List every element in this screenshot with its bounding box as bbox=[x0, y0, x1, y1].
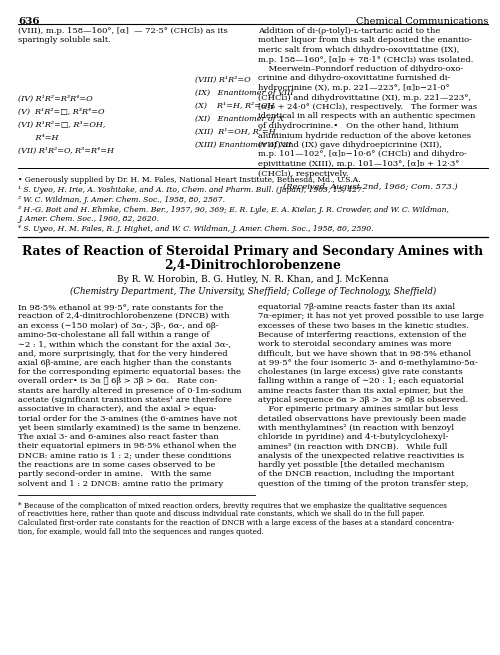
Text: tion, for example, would fall into the sequences and ranges quoted.: tion, for example, would fall into the s… bbox=[18, 527, 264, 536]
Text: of the DNCB reaction, including the important: of the DNCB reaction, including the impo… bbox=[258, 470, 454, 478]
Text: (X)    R¹=H, R²=OH: (X) R¹=H, R²=OH bbox=[195, 102, 274, 110]
Text: (XIII) Enantiomer of XII: (XIII) Enantiomer of XII bbox=[195, 141, 292, 149]
Text: detailed observations have previously been made: detailed observations have previously be… bbox=[258, 415, 466, 422]
Text: their equatorial epimers in 98·5% ethanol when the: their equatorial epimers in 98·5% ethano… bbox=[18, 443, 236, 451]
Text: J. Amer. Chem. Soc., 1960, 82, 2620.: J. Amer. Chem. Soc., 1960, 82, 2620. bbox=[18, 215, 159, 223]
Text: ¹ S. Uyeo, H. Irie, A. Yoshitake, and A. Ito, Chem. and Pharm. Bull. (Japan), 19: ¹ S. Uyeo, H. Irie, A. Yoshitake, and A.… bbox=[18, 186, 364, 194]
Text: (IX)   Enantiomer of VIII: (IX) Enantiomer of VIII bbox=[195, 89, 294, 97]
Text: (V)  R¹R²=□, R³R⁴=O: (V) R¹R²=□, R³R⁴=O bbox=[18, 108, 104, 116]
Text: and, more surprisingly, that for the very hindered: and, more surprisingly, that for the ver… bbox=[18, 350, 228, 358]
Text: stants are hardly altered in presence of 0·1m-sodium: stants are hardly altered in presence of… bbox=[18, 386, 242, 395]
Text: For epimeric primary amines similar but less: For epimeric primary amines similar but … bbox=[258, 405, 458, 413]
Text: ∼2 : 1, within which the constant for the axial 3α-,: ∼2 : 1, within which the constant for th… bbox=[18, 340, 231, 348]
Text: R⁴=H: R⁴=H bbox=[18, 134, 59, 142]
Text: at 99·5° the four isomeric 3- and 6-methylamino-5α-: at 99·5° the four isomeric 3- and 6-meth… bbox=[258, 359, 478, 367]
Text: hardly yet possible [the detailed mechanism: hardly yet possible [the detailed mechan… bbox=[258, 461, 444, 469]
Text: Because of interfering reactions, extension of the: Because of interfering reactions, extens… bbox=[258, 331, 466, 339]
Text: ³ H.-G. Boit and H. Ehmke, Chem. Ber., 1957, 90, 369; E. R. Lyle, E. A. Kielar, : ³ H.-G. Boit and H. Ehmke, Chem. Ber., 1… bbox=[18, 206, 449, 214]
Text: 636: 636 bbox=[18, 17, 40, 26]
Text: (Received, August 2nd, 1966; Com. 573.): (Received, August 2nd, 1966; Com. 573.) bbox=[282, 183, 458, 191]
Text: aluminium hydride reduction of the above ketones: aluminium hydride reduction of the above… bbox=[258, 132, 471, 140]
Text: excesses of these two bases in the kinetic studies.: excesses of these two bases in the kinet… bbox=[258, 322, 469, 329]
Text: Addition of di-(ρ-tolyl)-ʟ-tartaric acid to the: Addition of di-(ρ-tolyl)-ʟ-tartaric acid… bbox=[258, 27, 440, 35]
Text: (Chemistry Department, The University, Sheffield; College of Technology, Sheffie: (Chemistry Department, The University, S… bbox=[70, 287, 436, 296]
Text: equatorial 7β-amine reacts faster than its axial: equatorial 7β-amine reacts faster than i… bbox=[258, 303, 455, 311]
Text: (VII) R¹R²=O, R³=R⁴=H: (VII) R¹R²=O, R³=R⁴=H bbox=[18, 147, 114, 155]
Text: yet been similarly examined) is the same in benzene.: yet been similarly examined) is the same… bbox=[18, 424, 241, 432]
Text: (VIII) and (IX) gave dihydroepicrinine (XII),: (VIII) and (IX) gave dihydroepicrinine (… bbox=[258, 141, 442, 149]
Text: axial 6β-amine, are each higher than the constants: axial 6β-amine, are each higher than the… bbox=[18, 359, 232, 367]
Text: (VIII) R¹R²=O: (VIII) R¹R²=O bbox=[195, 76, 250, 84]
Text: question of the timing of the proton transfer step,: question of the timing of the proton tra… bbox=[258, 479, 468, 488]
Text: Chemical Communications: Chemical Communications bbox=[356, 17, 488, 26]
Text: (IV) R¹R²=R³R⁴=O: (IV) R¹R²=R³R⁴=O bbox=[18, 95, 92, 103]
Text: * Because of the complication of mixed reaction orders, brevity requires that we: * Because of the complication of mixed r… bbox=[18, 502, 447, 510]
Text: associative in character), and the axial > equa-: associative in character), and the axial… bbox=[18, 405, 216, 413]
Text: In 98·5% ethanol at 99·5°, rate constants for the: In 98·5% ethanol at 99·5°, rate constant… bbox=[18, 303, 223, 311]
Text: partly second-order in amine.   With the same: partly second-order in amine. With the s… bbox=[18, 470, 212, 478]
Text: Rates of Reaction of Steroidal Primary and Secondary Amines with: Rates of Reaction of Steroidal Primary a… bbox=[22, 245, 483, 258]
Text: (VI) R¹R²=□, R³=OH,: (VI) R¹R²=□, R³=OH, bbox=[18, 121, 106, 129]
Text: DNCB: amine ratio is 1 : 2; under these conditions: DNCB: amine ratio is 1 : 2; under these … bbox=[18, 452, 231, 460]
Text: an excess (∼150 molar) of 3α-, 3β-, 6α-, and 6β-: an excess (∼150 molar) of 3α-, 3β-, 6α-,… bbox=[18, 322, 218, 329]
Text: Meerwein–Ponndorf reduction of dihydro-oxo-: Meerwein–Ponndorf reduction of dihydro-o… bbox=[258, 65, 463, 73]
Text: (CHCl₃), respectively.: (CHCl₃), respectively. bbox=[258, 170, 348, 178]
Text: hydrocrinine (X), m.p. 221—223°, [α]ᴅ−21·0°: hydrocrinine (X), m.p. 221—223°, [α]ᴅ−21… bbox=[258, 84, 450, 92]
Text: (CHCl₃) and dihydrovittatine (XI), m.p. 221—223°,: (CHCl₃) and dihydrovittatine (XI), m.p. … bbox=[258, 94, 471, 102]
Text: By R. W. Horobin, B. G. Hutley, N. R. Khan, and J. McKenna: By R. W. Horobin, B. G. Hutley, N. R. Kh… bbox=[117, 275, 389, 284]
Text: 7α-epimer; it has not yet proved possible to use large: 7α-epimer; it has not yet proved possibl… bbox=[258, 312, 484, 320]
Text: The axial 3- and 6-amines also react faster than: The axial 3- and 6-amines also react fas… bbox=[18, 433, 219, 441]
Text: cholestanes (in large excess) give rate constants: cholestanes (in large excess) give rate … bbox=[258, 368, 462, 376]
Text: reaction of 2,4-dinitrochlorobenzene (DNCB) with: reaction of 2,4-dinitrochlorobenzene (DN… bbox=[18, 312, 230, 320]
Text: torial order for the 3-amines (the 6-amines have not: torial order for the 3-amines (the 6-ami… bbox=[18, 415, 238, 422]
Text: falling within a range of ∼20 : 1; each equatorial: falling within a range of ∼20 : 1; each … bbox=[258, 377, 464, 385]
Text: epivittatine (XIII), m.p. 101—103°, [α]ᴅ + 12·3°: epivittatine (XIII), m.p. 101—103°, [α]ᴅ… bbox=[258, 160, 460, 168]
Text: amino-5α-cholestane all fall within a range of: amino-5α-cholestane all fall within a ra… bbox=[18, 331, 210, 339]
Text: difficult, but we have shown that in 98·5% ethanol: difficult, but we have shown that in 98·… bbox=[258, 350, 471, 358]
Text: the reactions are in some cases observed to be: the reactions are in some cases observed… bbox=[18, 461, 216, 469]
Text: 2,4-Dinitrochlorobenzene: 2,4-Dinitrochlorobenzene bbox=[164, 259, 342, 272]
Text: work to steroidal secondary amines was more: work to steroidal secondary amines was m… bbox=[258, 340, 452, 348]
Text: of dihydrocrinine.•   On the other hand, lithium: of dihydrocrinine.• On the other hand, l… bbox=[258, 122, 459, 130]
Text: chloride in pyridine) and 4-t-butylcyclohexyl-: chloride in pyridine) and 4-t-butylcyclo… bbox=[258, 433, 448, 441]
Text: [α]ᴅ + 24·0° (CHCl₃), respectively.   The former was: [α]ᴅ + 24·0° (CHCl₃), respectively. The … bbox=[258, 103, 477, 111]
Text: identical in all respects with an authentic specimen: identical in all respects with an authen… bbox=[258, 113, 476, 121]
Text: for the corresponding epimeric equatorial bases: the: for the corresponding epimeric equatoria… bbox=[18, 368, 241, 376]
Text: analysis of the unexpected relative reactivities is: analysis of the unexpected relative reac… bbox=[258, 452, 464, 460]
Text: crinine and dihydro-oxovittatine furnished di-: crinine and dihydro-oxovittatine furnish… bbox=[258, 75, 450, 83]
Text: m.p. 101—102°, [α]ᴅ−10·6° (CHCl₃) and dihydro-: m.p. 101—102°, [α]ᴅ−10·6° (CHCl₃) and di… bbox=[258, 151, 467, 159]
Text: overall order• is 3α ≫ 6β > 3β > 6α.   Rate con-: overall order• is 3α ≫ 6β > 3β > 6α. Rat… bbox=[18, 377, 217, 385]
Text: meric salt from which dihydro-oxovittatine (IX),: meric salt from which dihydro-oxovittati… bbox=[258, 46, 460, 54]
Text: Calculated first-order rate constants for the reaction of DNCB with a large exce: Calculated first-order rate constants fo… bbox=[18, 519, 454, 527]
Text: (XII)  R¹=OH, R²=H,: (XII) R¹=OH, R²=H, bbox=[195, 128, 278, 136]
Text: mother liquor from this salt deposited the enantio-: mother liquor from this salt deposited t… bbox=[258, 37, 472, 45]
Text: • Generously supplied by Dr. H. M. Fales, National Heart Institute, Bethesda, Md: • Generously supplied by Dr. H. M. Fales… bbox=[18, 176, 360, 184]
Text: ² W. C. Wildman, J. Amer. Chem. Soc., 1958, 80, 2567.: ² W. C. Wildman, J. Amer. Chem. Soc., 19… bbox=[18, 196, 225, 204]
Text: sparingly soluble salt.: sparingly soluble salt. bbox=[18, 36, 111, 44]
Text: (XI)   Enantiomer of X: (XI) Enantiomer of X bbox=[195, 115, 284, 123]
Text: of reactivities here, rather than quote and discuss individual rate constants, w: of reactivities here, rather than quote … bbox=[18, 510, 424, 519]
Text: m.p. 158—160°, [α]ᴅ + 78·1° (CHCl₃) was isolated.: m.p. 158—160°, [α]ᴅ + 78·1° (CHCl₃) was … bbox=[258, 56, 474, 64]
Text: solvent and 1 : 2 DNCB: amine ratio the primary: solvent and 1 : 2 DNCB: amine ratio the … bbox=[18, 479, 223, 488]
Text: atypical sequence 6α > 3β > 3α > 6β is observed.: atypical sequence 6α > 3β > 3α > 6β is o… bbox=[258, 396, 468, 404]
Text: with menthylamines² (in reaction with benzoyl: with menthylamines² (in reaction with be… bbox=[258, 424, 454, 432]
Text: amine reacts faster than its axial epimer, but the: amine reacts faster than its axial epime… bbox=[258, 386, 464, 395]
Text: ⁴ S. Uyeo, H. M. Fales, R. J. Highet, and W. C. Wildman, J. Amer. Chem. Soc., 19: ⁴ S. Uyeo, H. M. Fales, R. J. Highet, an… bbox=[18, 225, 374, 233]
Text: acetate (significant transition states¹ are therefore: acetate (significant transition states¹ … bbox=[18, 396, 232, 404]
Text: (VIII), m.p. 158—160°, [α]  — 72·5° (CHCl₃) as its: (VIII), m.p. 158—160°, [α] — 72·5° (CHCl… bbox=[18, 27, 228, 35]
Text: amines³ (in reaction with DNCB).   While full: amines³ (in reaction with DNCB). While f… bbox=[258, 443, 448, 451]
